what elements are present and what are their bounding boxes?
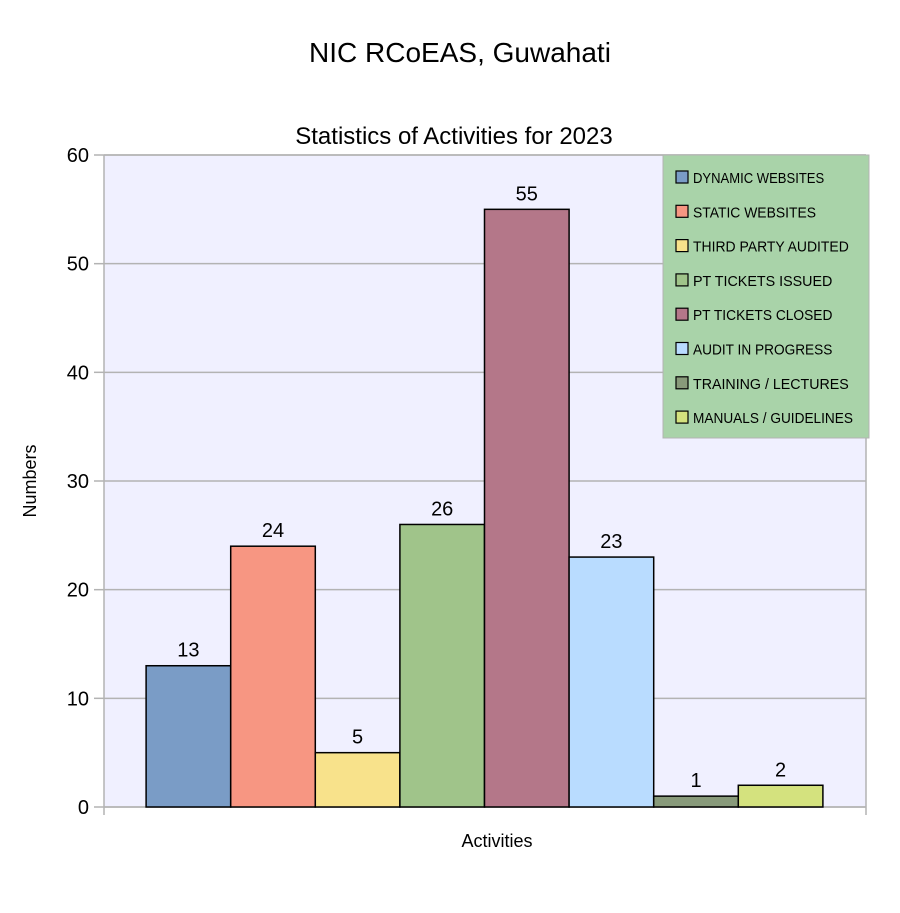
legend-swatch xyxy=(675,239,689,253)
bar xyxy=(399,523,486,808)
bar xyxy=(652,795,740,808)
legend-swatch xyxy=(675,376,689,390)
legend-label: PT TICKETS CLOSED xyxy=(693,307,833,324)
legend-label: MANUALS / GUIDELINES xyxy=(693,410,853,427)
legend-swatch xyxy=(675,170,689,184)
y-tick-label: 0 xyxy=(78,797,89,819)
legend-label: STATIC WEBSITES xyxy=(693,204,816,221)
y-tick-label: 30 xyxy=(67,471,89,493)
legend-swatch xyxy=(675,204,689,218)
chart-title: Statistics of Activities for 2023 xyxy=(295,123,612,150)
legend-swatch xyxy=(675,341,689,356)
legend-label: AUDIT IN PROGRESS xyxy=(693,342,832,359)
bar xyxy=(314,751,401,808)
data-label: 23 xyxy=(600,531,622,553)
legend: DYNAMIC WEBSITES STATIC WEBSITES THIRD PAR… xyxy=(662,154,870,439)
legend-label: DYNAMIC WEBSITES xyxy=(693,170,824,187)
bar xyxy=(145,664,232,808)
data-label: 1 xyxy=(690,770,701,792)
bar xyxy=(568,556,655,808)
legend-swatch xyxy=(675,307,689,321)
page-title: NIC RCoEAS, Guwahati xyxy=(309,37,611,68)
y-tick-label: 20 xyxy=(67,580,89,602)
y-axis-label: Numbers xyxy=(20,444,40,517)
y-tick-label: 40 xyxy=(67,362,89,384)
legend-label: PT TICKETS ISSUED xyxy=(693,273,833,290)
y-tick-label: 50 xyxy=(67,254,89,276)
x-axis-label: Activities xyxy=(461,831,532,851)
bars-group: 13 24 5 26 55 23 1 2 xyxy=(145,183,824,808)
legend-swatch xyxy=(675,410,689,424)
y-tick-label: 10 xyxy=(67,688,89,710)
y-tick-label: 60 xyxy=(67,145,89,167)
legend-swatch xyxy=(675,273,689,287)
bar xyxy=(737,784,824,808)
data-label: 13 xyxy=(177,640,199,662)
data-label: 55 xyxy=(516,183,538,205)
data-label: 5 xyxy=(352,727,363,749)
bar xyxy=(483,208,570,808)
legend-label: THIRD PARTY AUDITED xyxy=(693,239,849,256)
data-label: 2 xyxy=(775,759,786,781)
data-label: 26 xyxy=(431,498,453,520)
bar xyxy=(229,545,317,808)
legend-box xyxy=(662,154,870,439)
legend-label: TRAINING / LECTURES xyxy=(693,376,849,393)
data-label: 24 xyxy=(262,520,284,542)
